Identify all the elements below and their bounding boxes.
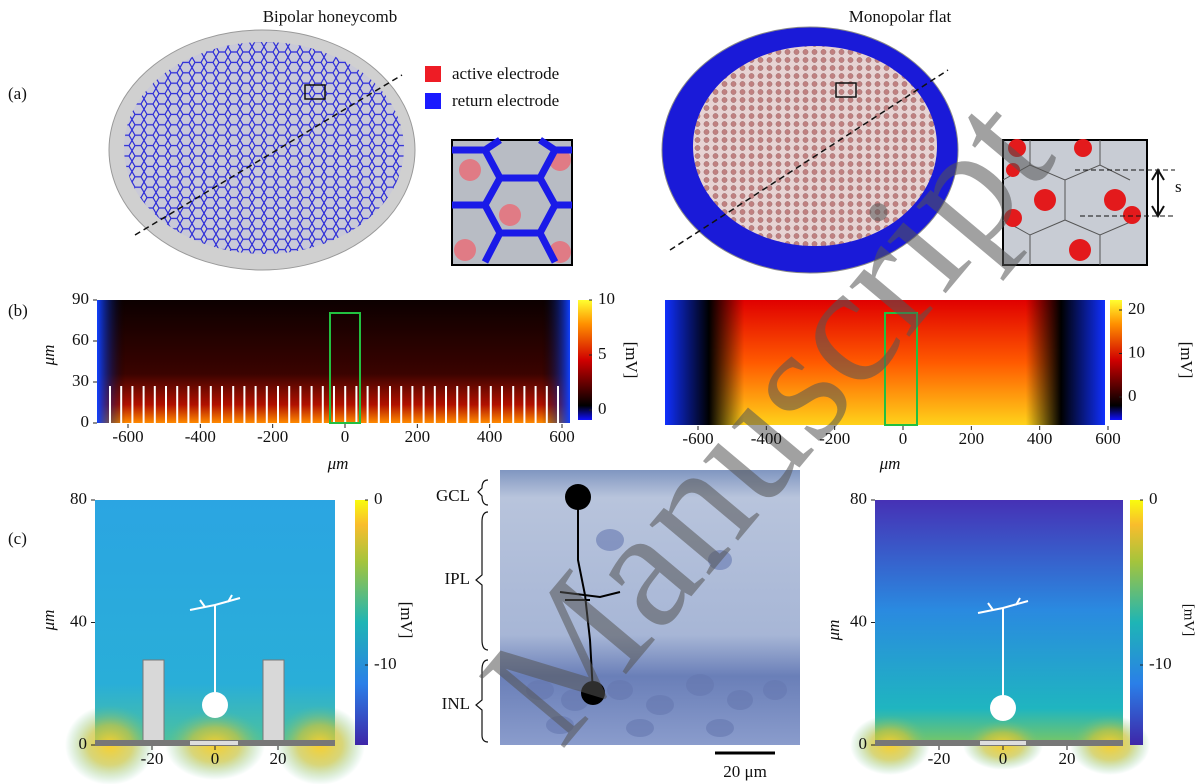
x-tick-label: 600 [549,427,575,446]
x-tick-label: -200 [819,429,850,448]
colorbar-tick-label: 20 [1128,299,1145,318]
colorbar-tick-label: -10 [1149,654,1172,673]
colorbar-label: [mV] [1177,342,1196,379]
y-tick-label: 60 [72,330,89,349]
x-tick-label: -600 [682,429,713,448]
x-tick-label: 600 [1095,429,1121,448]
legend-label: return electrode [452,91,559,110]
layer-label: GCL [436,486,470,505]
colorbar-tick-label: 10 [1128,342,1145,361]
axis-label: μm [39,345,58,367]
x-tick-label: -200 [257,427,288,446]
x-tick-label: 0 [211,749,220,768]
axis-label: μm [879,454,901,473]
x-tick-label: -20 [928,749,951,768]
x-tick-label: 400 [477,427,503,446]
colorbar-label: [mV] [397,602,416,639]
colorbar [1130,500,1143,745]
soma [990,695,1016,721]
y-tick-label: 30 [72,371,89,390]
colorbar [578,300,592,420]
active-electrode [190,741,238,745]
legend-swatch [425,66,441,82]
colorbar-tick-label: 0 [374,489,383,508]
return-pillar [263,660,284,745]
x-tick-label: 200 [405,427,431,446]
colorbar-label: [mV] [622,342,641,379]
colorbar-label: [mV] [1181,604,1197,637]
x-tick-label: 0 [899,429,908,448]
colorbar-tick-label: 0 [598,399,607,418]
title: Bipolar honeycomb [263,7,398,26]
y-tick-label: 40 [850,611,867,630]
figure: Bipolar honeycomb Monopolar flat (a) act… [0,0,1199,784]
active-electrode [980,741,1026,745]
x-tick-label: -400 [751,429,782,448]
axis-label: μm [39,610,58,632]
panel-label: (c) [8,529,27,548]
honeycomb-array [124,42,404,254]
y-tick-label: 0 [859,734,868,753]
soma [202,692,228,718]
y-tick-label: 80 [70,489,87,508]
return-pillar [143,660,164,745]
x-tick-label: 0 [341,427,350,446]
colorbar [1110,300,1122,420]
y-tick-label: 90 [72,289,89,308]
colorbar-tick-label: 10 [598,289,615,308]
axis-label: μm [824,620,843,642]
legend-swatch [425,93,441,109]
panel-label: (a) [8,84,27,103]
colorbar-tick-label: 5 [598,344,607,363]
x-tick-label: -20 [141,749,164,768]
electrodes [110,386,558,423]
colorbar [355,500,368,745]
layer-label: IPL [445,569,471,588]
axis-label: μm [327,454,349,473]
scale-bar-label: 20 μm [723,762,767,781]
colorbar-tick-label: 0 [1128,386,1137,405]
y-tick-label: 0 [79,734,88,753]
y-tick-label: 80 [850,489,867,508]
legend-label: active electrode [452,64,559,83]
inset-bipolar [452,140,572,265]
x-tick-label: -400 [185,427,216,446]
panel-label: (b) [8,301,28,320]
spacing-label: s [1175,177,1182,196]
x-tick-label: 400 [1027,429,1053,448]
x-tick-label: 0 [999,749,1008,768]
layer-label: INL [442,694,470,713]
y-tick-label: 0 [81,412,90,431]
x-tick-label: -600 [112,427,143,446]
colorbar-tick-label: -10 [374,654,397,673]
x-tick-label: 20 [270,749,287,768]
y-tick-label: 40 [70,611,87,630]
title: Monopolar flat [849,7,952,26]
x-tick-label: 20 [1059,749,1076,768]
x-tick-label: 200 [959,429,985,448]
colorbar-tick-label: 0 [1149,489,1158,508]
